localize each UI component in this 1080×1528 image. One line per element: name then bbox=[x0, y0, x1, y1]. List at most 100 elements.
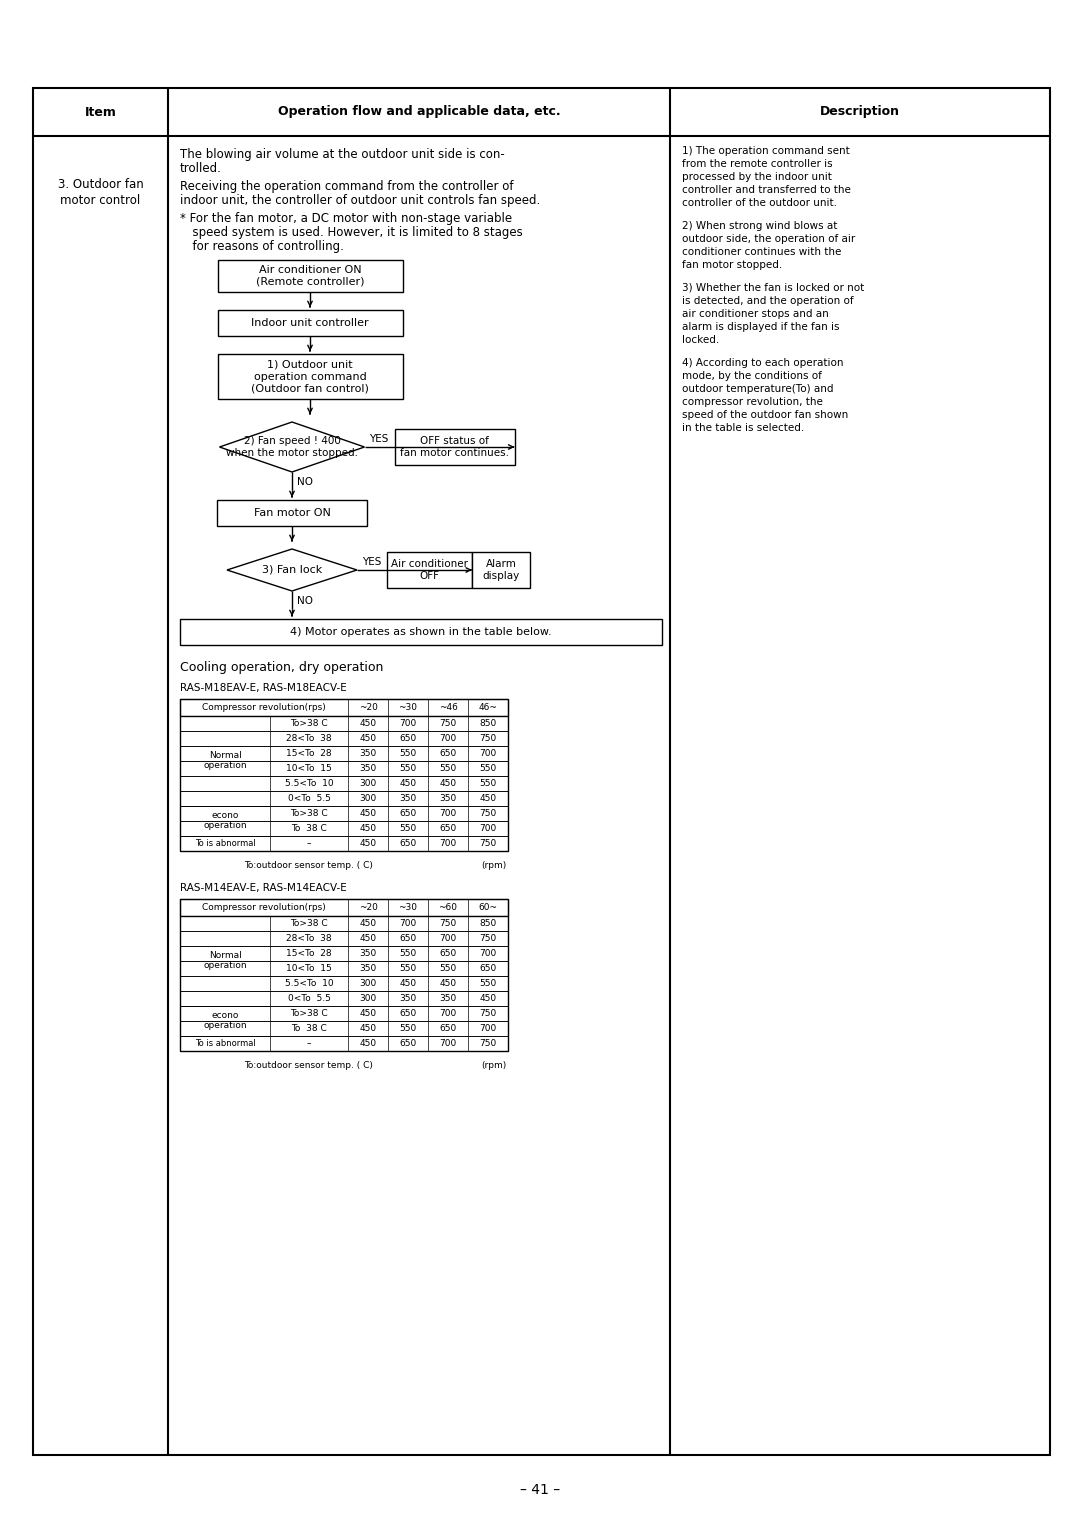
Text: 350: 350 bbox=[360, 964, 377, 973]
Text: 750: 750 bbox=[480, 808, 497, 817]
Text: 0<To  5.5: 0<To 5.5 bbox=[287, 795, 330, 804]
Text: processed by the indoor unit: processed by the indoor unit bbox=[681, 173, 832, 182]
Text: 700: 700 bbox=[480, 1024, 497, 1033]
Text: 650: 650 bbox=[480, 964, 497, 973]
Text: 350: 350 bbox=[360, 749, 377, 758]
Text: controller of the outdoor unit.: controller of the outdoor unit. bbox=[681, 199, 837, 208]
Text: 550: 550 bbox=[400, 749, 417, 758]
Text: 350: 350 bbox=[400, 995, 417, 1002]
Text: fan motor stopped.: fan motor stopped. bbox=[681, 260, 782, 270]
Text: Fan motor ON: Fan motor ON bbox=[254, 507, 330, 518]
Text: econo: econo bbox=[212, 811, 239, 821]
Text: RAS-M14EAV-E, RAS-M14EACV-E: RAS-M14EAV-E, RAS-M14EACV-E bbox=[180, 883, 347, 892]
Text: for reasons of controlling.: for reasons of controlling. bbox=[185, 240, 343, 254]
Text: 650: 650 bbox=[400, 934, 417, 943]
Bar bbox=[180, 1036, 508, 1051]
Bar bbox=[387, 552, 472, 588]
Text: 700: 700 bbox=[440, 733, 457, 743]
Text: ~30: ~30 bbox=[399, 703, 418, 712]
Text: 700: 700 bbox=[400, 918, 417, 927]
Text: trolled.: trolled. bbox=[180, 162, 221, 176]
Text: 550: 550 bbox=[480, 779, 497, 788]
Text: 300: 300 bbox=[360, 979, 377, 989]
Text: To:outdoor sensor temp. ( C): To:outdoor sensor temp. ( C) bbox=[244, 860, 374, 869]
Text: Normal: Normal bbox=[208, 952, 241, 961]
Text: 700: 700 bbox=[440, 808, 457, 817]
Text: To is abnormal: To is abnormal bbox=[194, 839, 255, 848]
Text: 750: 750 bbox=[480, 934, 497, 943]
Bar bbox=[180, 619, 662, 645]
Bar bbox=[180, 976, 508, 992]
Bar bbox=[180, 836, 508, 851]
Text: –: – bbox=[307, 1039, 311, 1048]
Text: 450: 450 bbox=[480, 995, 497, 1002]
Text: 700: 700 bbox=[480, 824, 497, 833]
Text: Alarm
display: Alarm display bbox=[483, 559, 519, 581]
Text: speed system is used. However, it is limited to 8 stages: speed system is used. However, it is lim… bbox=[185, 226, 523, 238]
Text: RAS-M18EAV-E, RAS-M18EACV-E: RAS-M18EAV-E, RAS-M18EACV-E bbox=[180, 683, 347, 694]
Text: 450: 450 bbox=[360, 808, 377, 817]
Text: ~30: ~30 bbox=[399, 903, 418, 912]
Text: Normal: Normal bbox=[208, 752, 241, 761]
Text: 700: 700 bbox=[440, 934, 457, 943]
Text: 3) Whether the fan is locked or not: 3) Whether the fan is locked or not bbox=[681, 283, 864, 293]
Text: 10<To  15: 10<To 15 bbox=[286, 964, 332, 973]
Text: 750: 750 bbox=[480, 733, 497, 743]
Text: from the remote controller is: from the remote controller is bbox=[681, 159, 833, 170]
Text: 650: 650 bbox=[400, 808, 417, 817]
Bar bbox=[394, 429, 514, 465]
Text: 450: 450 bbox=[400, 979, 417, 989]
Text: operation: operation bbox=[203, 822, 247, 831]
Text: 650: 650 bbox=[440, 1024, 457, 1033]
Text: 450: 450 bbox=[400, 779, 417, 788]
Text: operation: operation bbox=[203, 1022, 247, 1030]
Bar bbox=[180, 931, 508, 946]
Text: 450: 450 bbox=[440, 779, 457, 788]
Text: alarm is displayed if the fan is: alarm is displayed if the fan is bbox=[681, 322, 839, 332]
Text: mode, by the conditions of: mode, by the conditions of bbox=[681, 371, 822, 380]
Text: outdoor temperature(To) and: outdoor temperature(To) and bbox=[681, 384, 834, 394]
Text: 450: 450 bbox=[360, 720, 377, 727]
Text: 15<To  28: 15<To 28 bbox=[286, 749, 332, 758]
Text: 850: 850 bbox=[480, 918, 497, 927]
Text: Air conditioner
OFF: Air conditioner OFF bbox=[391, 559, 468, 581]
Text: is detected, and the operation of: is detected, and the operation of bbox=[681, 296, 853, 306]
Text: 650: 650 bbox=[440, 824, 457, 833]
Bar bbox=[218, 354, 403, 399]
Text: 450: 450 bbox=[360, 1039, 377, 1048]
Bar bbox=[180, 776, 508, 792]
Text: in the table is selected.: in the table is selected. bbox=[681, 423, 805, 432]
Polygon shape bbox=[227, 549, 357, 591]
Text: 450: 450 bbox=[360, 733, 377, 743]
Text: 4) According to each operation: 4) According to each operation bbox=[681, 358, 843, 368]
Text: The blowing air volume at the outdoor unit side is con-: The blowing air volume at the outdoor un… bbox=[180, 148, 504, 160]
Text: To  38 C: To 38 C bbox=[292, 1024, 327, 1033]
Text: 650: 650 bbox=[400, 1008, 417, 1018]
Text: 550: 550 bbox=[480, 764, 497, 773]
Text: To:outdoor sensor temp. ( C): To:outdoor sensor temp. ( C) bbox=[244, 1060, 374, 1070]
Text: 750: 750 bbox=[440, 918, 457, 927]
Bar bbox=[180, 898, 508, 1051]
Text: 60~: 60~ bbox=[478, 903, 498, 912]
Text: To>38 C: To>38 C bbox=[291, 720, 328, 727]
Text: ~46: ~46 bbox=[438, 703, 458, 712]
Text: 300: 300 bbox=[360, 779, 377, 788]
Text: YES: YES bbox=[369, 434, 389, 445]
Text: 650: 650 bbox=[400, 733, 417, 743]
Text: (rpm): (rpm) bbox=[481, 1060, 507, 1070]
Text: 750: 750 bbox=[480, 1039, 497, 1048]
Text: To>38 C: To>38 C bbox=[291, 918, 328, 927]
Text: 300: 300 bbox=[360, 995, 377, 1002]
Text: 3. Outdoor fan: 3. Outdoor fan bbox=[57, 179, 144, 191]
Text: Receiving the operation command from the controller of: Receiving the operation command from the… bbox=[180, 180, 513, 193]
Text: 550: 550 bbox=[440, 764, 457, 773]
Bar bbox=[180, 792, 508, 805]
Text: 3) Fan lock: 3) Fan lock bbox=[261, 565, 322, 575]
Text: OFF status of
fan motor continues.: OFF status of fan motor continues. bbox=[400, 435, 509, 458]
Text: 450: 450 bbox=[360, 1024, 377, 1033]
Text: NO: NO bbox=[297, 477, 313, 487]
Text: 1) The operation command sent: 1) The operation command sent bbox=[681, 147, 850, 156]
Text: – 41 –: – 41 – bbox=[519, 1484, 561, 1497]
Text: controller and transferred to the: controller and transferred to the bbox=[681, 185, 851, 196]
Text: Item: Item bbox=[84, 105, 117, 119]
